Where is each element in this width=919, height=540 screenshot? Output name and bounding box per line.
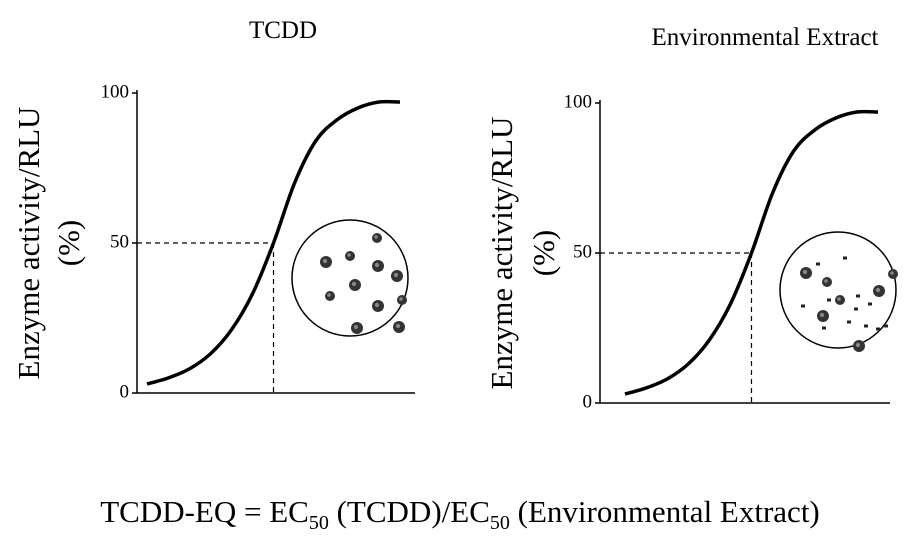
chart-title: TCDD <box>249 17 317 44</box>
y-tick-label: 100 <box>101 81 130 102</box>
particle-core <box>353 324 359 330</box>
particle-core <box>351 281 357 287</box>
formula: TCDD-EQ = EC50 (TCDD)/EC50 (Environmenta… <box>100 494 820 534</box>
subscript: 50 <box>490 512 510 534</box>
y-axis-label: (%) <box>526 230 561 276</box>
y-axis-label: Enzyme activity/RLU <box>484 117 519 390</box>
small-particle <box>816 262 820 266</box>
small-particle <box>827 298 831 302</box>
small-particle <box>822 326 826 330</box>
small-particle <box>876 327 880 331</box>
sample-circle <box>291 219 409 337</box>
y-tick-label: 50 <box>110 231 129 252</box>
small-particle <box>847 320 851 324</box>
particle-core <box>327 293 331 297</box>
subscript: 50 <box>309 512 329 534</box>
particle-core <box>802 269 808 275</box>
chart-title: Environmental Extract <box>651 24 878 51</box>
small-particle <box>801 304 805 308</box>
particle-core <box>819 312 825 318</box>
small-particle <box>854 307 858 311</box>
y-tick-label: 0 <box>120 381 130 402</box>
formula-part: (Environmental Extract) <box>510 494 820 529</box>
particle-core <box>837 297 841 301</box>
small-particle <box>864 324 868 328</box>
y-axis-label: (%) <box>51 220 86 266</box>
particle-core <box>374 235 378 239</box>
y-tick-label: 100 <box>564 91 593 112</box>
particle-core <box>347 253 351 257</box>
y-axis-label: Enzyme activity/RLU <box>11 107 46 380</box>
formula-part: TCDD-EQ = EC <box>100 494 309 529</box>
particle-core <box>393 272 399 278</box>
curve <box>624 109 879 396</box>
y-tick-label: 50 <box>573 241 592 262</box>
particle-core <box>890 271 894 275</box>
particle-core <box>374 262 380 268</box>
small-particle <box>856 294 860 298</box>
particle-core <box>395 323 401 329</box>
formula-part: (TCDD)/EC <box>329 494 490 529</box>
particle-core <box>399 297 403 301</box>
sample-circle <box>779 231 897 349</box>
y-tick-label: 0 <box>583 391 593 412</box>
particle-core <box>824 279 828 283</box>
small-particle <box>868 302 872 306</box>
small-particle <box>843 256 847 260</box>
particle-core <box>322 258 328 264</box>
particle-core <box>855 342 861 348</box>
particle-core <box>374 302 380 308</box>
particle-core <box>875 287 881 293</box>
small-particle <box>884 324 888 328</box>
